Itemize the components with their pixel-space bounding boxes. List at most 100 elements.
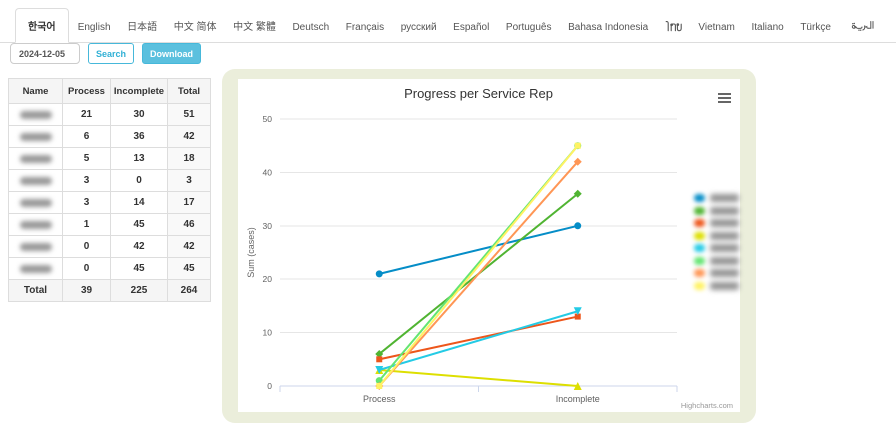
- legend-label-redacted: [710, 244, 739, 253]
- language-tab-7[interactable]: русский: [400, 22, 437, 33]
- language-tab-1[interactable]: English: [77, 22, 111, 33]
- table-total-row: Total 39 225 264: [8, 279, 211, 302]
- language-tab-8[interactable]: Español: [453, 22, 490, 33]
- redacted-name: [19, 264, 52, 273]
- redacted-name: [19, 220, 52, 229]
- data-point: [376, 356, 383, 363]
- total-cell: 45: [167, 257, 211, 280]
- legend-marker: [694, 219, 705, 228]
- language-tab-10[interactable]: Bahasa Indonesia: [568, 22, 649, 33]
- legend-item-7[interactable]: [694, 280, 739, 293]
- table-row: 0 45 45: [8, 257, 211, 280]
- data-point: [573, 157, 582, 166]
- total-total-cell: 264: [167, 279, 211, 302]
- name-cell-redacted: [8, 147, 63, 170]
- name-cell-redacted: [8, 235, 63, 258]
- x-category-label: Incomplete: [556, 394, 600, 404]
- name-cell-redacted: [8, 125, 63, 148]
- legend-marker: [694, 281, 705, 290]
- toolbar: Search Download: [10, 43, 202, 64]
- process-cell: 3: [62, 191, 111, 214]
- chart-panel: 0 10 20 30 40 50 Process Incomplete Progress per…: [222, 69, 756, 423]
- name-cell-redacted: [8, 103, 63, 126]
- total-cell: 17: [167, 191, 211, 214]
- series-line-6: [378, 160, 579, 387]
- thai-label-glyphs: [665, 20, 682, 32]
- series-line-3: [378, 368, 579, 387]
- y-tick-label: 30: [263, 221, 273, 231]
- legend-label-redacted: [710, 194, 739, 203]
- data-point: [375, 270, 383, 278]
- legend-item-2[interactable]: [694, 217, 739, 230]
- series-line-7: [378, 144, 579, 387]
- total-label-cell: Total: [8, 279, 63, 302]
- legend-item-3[interactable]: [694, 230, 739, 243]
- data-point: [376, 383, 383, 389]
- legend-marker: [694, 269, 705, 278]
- process-cell: 0: [62, 257, 111, 280]
- language-tab-5[interactable]: Deutsch: [292, 22, 330, 33]
- incomplete-cell: 13: [110, 147, 168, 170]
- y-tick-label: 0: [267, 381, 272, 391]
- legend-item-0[interactable]: [694, 192, 739, 205]
- data-point: [574, 142, 581, 149]
- col-header: Total: [167, 78, 211, 104]
- data-point: [573, 189, 582, 198]
- incomplete-cell: 45: [110, 213, 168, 236]
- language-tab-11[interactable]: [657, 11, 689, 42]
- language-tab-12[interactable]: Vietnam: [698, 22, 735, 33]
- y-axis-title: Sum (cases): [246, 227, 256, 278]
- download-button[interactable]: Download: [142, 43, 202, 64]
- date-input[interactable]: [10, 43, 80, 64]
- legend-item-1[interactable]: [694, 205, 739, 218]
- legend-label-redacted: [710, 281, 739, 290]
- y-tick-label: 50: [263, 114, 273, 124]
- legend-marker: [694, 244, 705, 253]
- language-tab-4[interactable]: 中文 繁體: [233, 22, 276, 33]
- progress-chart: 0 10 20 30 40 50 Process Incomplete Progress per…: [238, 79, 740, 412]
- redacted-name: [19, 198, 52, 207]
- process-cell: 1: [62, 213, 111, 236]
- legend-marker: [694, 194, 705, 203]
- legend-marker: [694, 231, 705, 240]
- redacted-name: [19, 154, 52, 163]
- arabic-label-glyphs: [852, 21, 874, 31]
- language-tab-6[interactable]: Français: [345, 22, 385, 33]
- chart-canvas: 0 10 20 30 40 50 Process Incomplete Progress per…: [246, 86, 678, 404]
- language-tab-2[interactable]: 日本語: [127, 22, 158, 33]
- language-tab-13[interactable]: Italiano: [751, 22, 784, 33]
- y-tick-label: 40: [263, 167, 273, 177]
- legend-marker: [694, 256, 705, 265]
- language-tab-0[interactable]: 한국어: [15, 8, 69, 43]
- incomplete-cell: 14: [110, 191, 168, 214]
- legend-marker: [694, 206, 705, 215]
- name-cell-redacted: [8, 213, 63, 236]
- language-tab-9[interactable]: Português: [505, 22, 552, 33]
- total-cell: 18: [167, 147, 211, 170]
- total-incomplete-cell: 225: [110, 279, 168, 302]
- process-cell: 6: [62, 125, 111, 148]
- chart-title: Progress per Service Rep: [404, 86, 553, 101]
- legend-item-5[interactable]: [694, 255, 739, 268]
- chart-menu-button[interactable]: [718, 93, 731, 105]
- col-header: Incomplete: [110, 78, 168, 104]
- language-tab-14[interactable]: Türkçe: [800, 22, 831, 33]
- language-tab-3[interactable]: 中文 简体: [173, 22, 217, 33]
- legend-item-6[interactable]: [694, 267, 739, 280]
- data-point: [574, 313, 581, 320]
- process-cell: 0: [62, 235, 111, 258]
- table-row: 0 42 42: [8, 235, 211, 258]
- name-cell-redacted: [8, 169, 63, 192]
- series-line-4: [378, 310, 579, 371]
- highcharts-credit-link[interactable]: Highcharts.com: [680, 401, 733, 410]
- name-cell-redacted: [8, 257, 63, 280]
- x-category-label: Process: [363, 394, 396, 404]
- table-row: 3 14 17: [8, 191, 211, 214]
- total-cell: 42: [167, 125, 211, 148]
- chart-legend: [694, 192, 739, 292]
- language-tab-15[interactable]: [840, 10, 882, 42]
- legend-item-4[interactable]: [694, 242, 739, 255]
- y-tick-label: 10: [263, 328, 273, 338]
- search-button[interactable]: Search: [88, 43, 135, 64]
